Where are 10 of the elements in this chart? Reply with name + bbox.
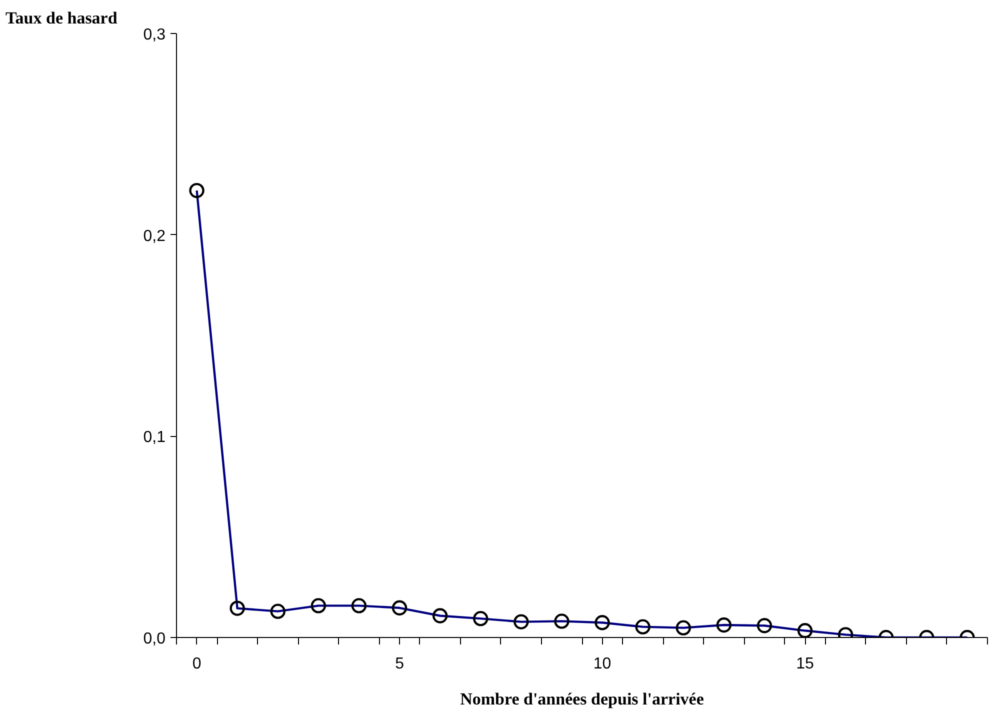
y-tick-label: 0,0 (143, 630, 166, 648)
x-tick-label: 10 (593, 656, 612, 672)
x-tick-label: 0 (192, 656, 202, 672)
y-tick-label: 0,1 (143, 429, 166, 446)
x-axis-title: Nombre d'années depuis l'arrivée (460, 690, 704, 708)
y-tick-label: 0,3 (143, 26, 166, 44)
x-tick-label: 5 (395, 656, 404, 672)
y-tick-label: 0,2 (143, 228, 166, 245)
y-axis-title: Taux de hasard (6, 8, 118, 28)
x-tick-label: 15 (796, 656, 814, 672)
